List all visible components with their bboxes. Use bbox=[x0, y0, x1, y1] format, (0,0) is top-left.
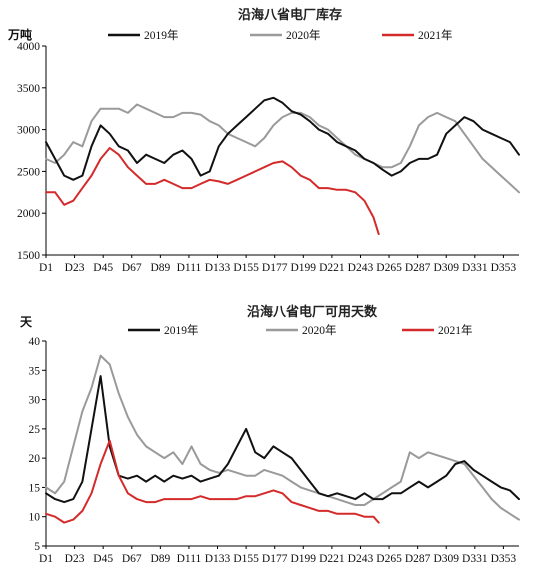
chart2-y-tick-label: 40 bbox=[29, 336, 41, 348]
chart2-x-tick-label: D331 bbox=[462, 553, 488, 565]
chart1-title: 沿海八省电厂库存 bbox=[238, 7, 342, 23]
chart2-x-tick-label: D287 bbox=[405, 553, 431, 565]
chart1-x-tick-label: D133 bbox=[205, 262, 231, 274]
chart2-x-tick-label: D353 bbox=[491, 553, 517, 565]
chart1-y-tick-label: 2000 bbox=[17, 208, 40, 220]
chart1-x-tick-label: D45 bbox=[93, 262, 113, 274]
chart2-y-tick-label: 15 bbox=[29, 482, 41, 494]
chart2-y-tick-label: 35 bbox=[29, 365, 41, 377]
chart1-x-tick-label: D155 bbox=[233, 262, 259, 274]
chart2-legend: 2019年 2020年 2021年 bbox=[128, 323, 473, 337]
chart1-x-tick-label: D199 bbox=[291, 262, 317, 274]
chart2-y-unit: 天 bbox=[20, 315, 33, 329]
chart2-x-tick-label: D45 bbox=[93, 553, 113, 565]
chart1-x-tick-label: D111 bbox=[177, 262, 202, 274]
chart1-legend-label-2020: 2020年 bbox=[286, 28, 321, 42]
chart1-y-tick-label: 3500 bbox=[17, 83, 40, 95]
chart1-series-line-2019 bbox=[45, 96, 520, 181]
chart1-legend-label-2019: 2019年 bbox=[144, 28, 179, 42]
chart2-y-tick-label: 25 bbox=[29, 424, 41, 436]
chart2-series-line-2020 bbox=[45, 354, 520, 521]
chart2-x-tick-label: D67 bbox=[122, 553, 142, 565]
chart1-y-tick-label: 2500 bbox=[17, 166, 40, 178]
chart1-x-tick-label: D331 bbox=[462, 262, 488, 274]
chart1-y-unit: 万吨 bbox=[7, 27, 32, 42]
chart2-x-tick-label: D133 bbox=[205, 553, 231, 565]
chart2-legend-label-2020: 2020年 bbox=[302, 323, 337, 337]
chart1-legend-label-2021: 2021年 bbox=[418, 28, 453, 42]
chart2-x-tick-label: D89 bbox=[150, 553, 170, 565]
chart2-series-line-2019 bbox=[45, 375, 520, 504]
chart1-y-tick-label: 1500 bbox=[17, 250, 40, 262]
chart2-x-tick-label: D111 bbox=[177, 553, 202, 565]
chart1-x-tick-label: D221 bbox=[319, 262, 345, 274]
chart1-x-tick-label: D353 bbox=[491, 262, 517, 274]
chart2-x-tick-label: D243 bbox=[348, 553, 374, 565]
chart1-x-tick-label: D89 bbox=[150, 262, 170, 274]
chart1-x-tick-label: D67 bbox=[122, 262, 142, 274]
chart1-x-tick-label: D265 bbox=[376, 262, 402, 274]
chart2-x-tick-label: D199 bbox=[291, 553, 317, 565]
chart2-y-tick-label: 10 bbox=[29, 512, 41, 524]
chart1-x-tick-label: D23 bbox=[65, 262, 85, 274]
chart1-x-tick-label: D1 bbox=[39, 262, 53, 274]
plot-layer: 1500 2000 2500 3000 3500 4000 D1 D23 D45 D67 D89 D1… bbox=[17, 41, 520, 565]
chart2-x-tick-label: D1 bbox=[39, 553, 53, 565]
chart2-x-tick-label: D177 bbox=[262, 553, 288, 565]
chart2-series-line-2021 bbox=[45, 439, 380, 524]
chart1-y-tick-label: 3000 bbox=[17, 125, 40, 137]
chart2-x-tick-label: D309 bbox=[433, 553, 459, 565]
chart2-x-tick-label: D265 bbox=[376, 553, 402, 565]
chart2-x-tick-label: D155 bbox=[233, 553, 259, 565]
chart1-x-tick-label: D309 bbox=[433, 262, 459, 274]
chart2-y-tick-label: 20 bbox=[29, 453, 41, 465]
chart1-y-tick-label: 4000 bbox=[17, 41, 40, 53]
chart2-legend-label-2021: 2021年 bbox=[438, 323, 473, 337]
chart1-series-line-2020 bbox=[45, 103, 520, 194]
chart2-legend-label-2019: 2019年 bbox=[164, 323, 199, 337]
chart1-series-line-2021 bbox=[45, 147, 380, 236]
chart2-x-tick-label: D23 bbox=[65, 553, 85, 565]
chart1-x-tick-label: D177 bbox=[262, 262, 288, 274]
chart2-title: 沿海八省电厂可用天数 bbox=[247, 304, 378, 320]
chart2-y-tick-label: 30 bbox=[29, 395, 41, 407]
chart2-y-tick-label: 5 bbox=[34, 541, 40, 553]
chart2-x-tick-label: D221 bbox=[319, 553, 345, 565]
chart1-legend: 2019年 2020年 2021年 bbox=[108, 28, 453, 42]
chart1-x-tick-label: D243 bbox=[348, 262, 374, 274]
chart1-x-tick-label: D287 bbox=[405, 262, 431, 274]
